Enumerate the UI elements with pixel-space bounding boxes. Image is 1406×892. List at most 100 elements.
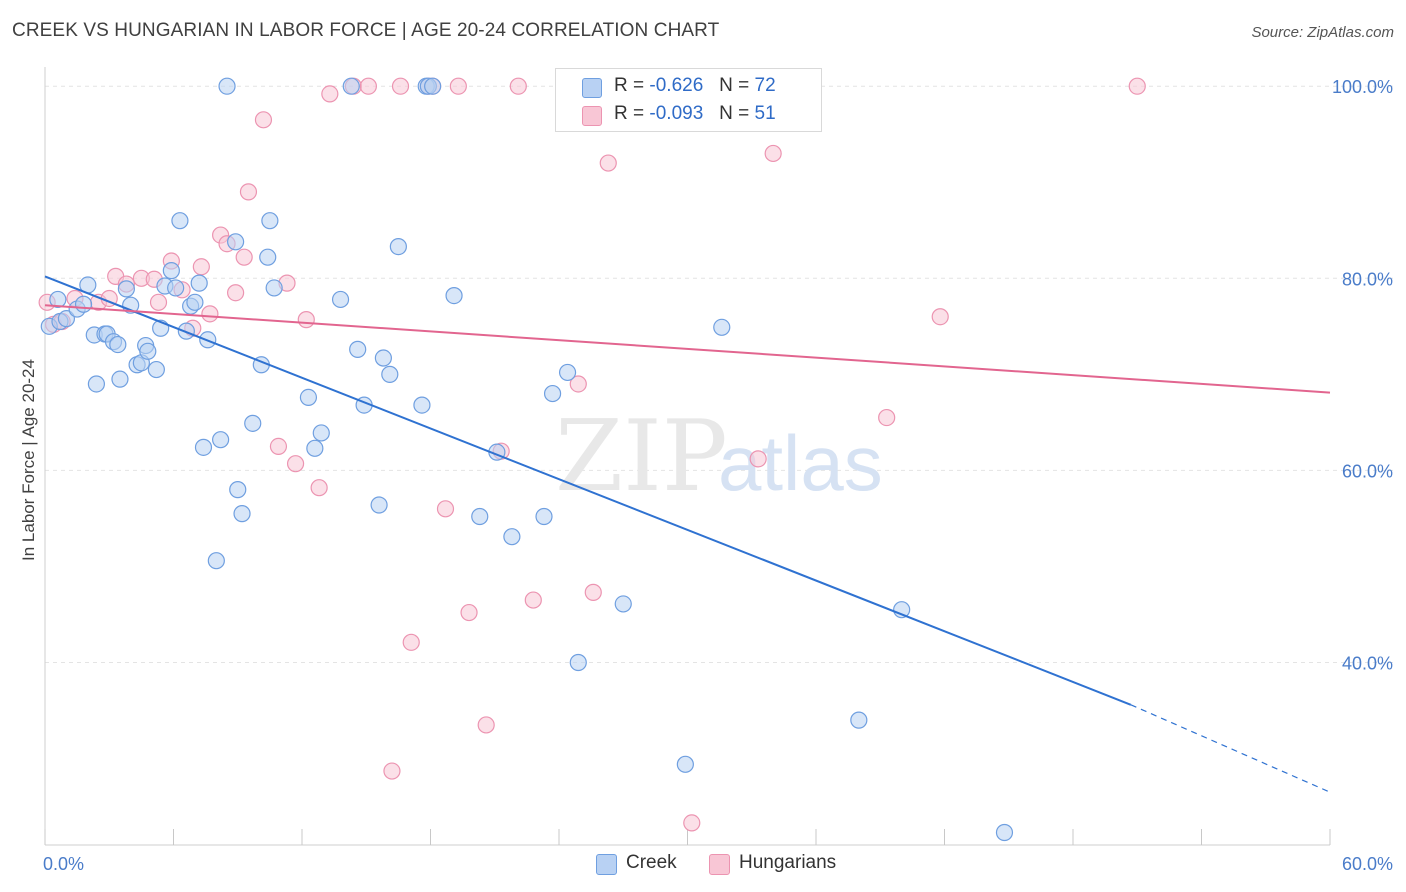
creek-point — [535, 507, 553, 526]
x-tick-label: 0.0% — [43, 854, 84, 874]
legend-r-value-hungarians: -0.093 — [649, 103, 704, 124]
creek-point — [413, 396, 431, 414]
creek-point — [445, 286, 463, 305]
hungarians-point — [509, 77, 527, 95]
creek-point — [558, 363, 577, 382]
creek-point — [49, 290, 67, 309]
creek-point — [229, 481, 247, 499]
creek-point — [381, 365, 399, 383]
hungarians-point — [402, 633, 420, 651]
creek-point — [312, 424, 330, 442]
hungarians-legend-label: Hungarians — [739, 852, 837, 873]
hungarians-point — [383, 762, 401, 780]
hungarians-point — [584, 583, 602, 601]
hungarians-point — [254, 111, 273, 129]
creek-point — [233, 505, 251, 523]
y-tick-label: 40.0% — [1342, 654, 1393, 674]
hungarians-point — [524, 591, 542, 609]
creek-point — [995, 823, 1014, 842]
hungarians-point — [460, 603, 478, 622]
x-tick-label: 60.0% — [1342, 854, 1393, 874]
hungarians-trend-line — [44, 304, 1331, 394]
creek-point — [117, 280, 135, 298]
legend-row-creek: R = -0.626 N = 72 — [556, 73, 821, 101]
creek-point — [74, 295, 93, 313]
legend-n-label: N = — [719, 103, 750, 124]
hungarians-point — [239, 183, 258, 201]
creek-point — [57, 310, 76, 328]
hungarians-swatch — [582, 106, 602, 126]
axes — [44, 67, 1331, 846]
creek-point — [207, 552, 225, 570]
hungarians-point — [227, 284, 245, 302]
creek-point — [389, 238, 407, 256]
creek-point — [244, 414, 262, 432]
creek-point — [543, 384, 562, 403]
creek-point — [87, 375, 106, 393]
creek-point — [147, 360, 165, 379]
hungarians-point — [436, 500, 455, 518]
creek-point — [713, 318, 731, 336]
source-note: Source: ZipAtlas.com — [1251, 24, 1394, 41]
creek-point — [331, 290, 350, 309]
creek-point — [614, 595, 632, 613]
creek-point — [167, 279, 185, 297]
hungarians-point — [359, 77, 377, 95]
hungarians-point — [269, 437, 288, 455]
hungarians-point — [878, 408, 896, 427]
hungarians-point — [569, 375, 587, 393]
chart-title: CREEK VS HUNGARIAN IN LABOR FORCE | AGE … — [12, 20, 720, 41]
watermark: ZIP atlas — [555, 400, 883, 514]
creek-point — [374, 349, 392, 367]
hungarians-legend-swatch — [709, 854, 730, 875]
creek-point — [342, 77, 360, 95]
creek-point — [349, 340, 367, 358]
creek-point — [111, 370, 129, 388]
creek-point — [109, 335, 127, 354]
creek-point — [676, 755, 694, 773]
creek-point — [265, 279, 283, 297]
hungarians-point — [286, 455, 305, 473]
grid-lines — [45, 85, 1395, 664]
hungarians-points — [38, 77, 1146, 832]
hungarians-point — [201, 305, 219, 323]
hungarians-point — [1128, 77, 1146, 95]
hungarians-point — [321, 85, 339, 103]
creek-point — [190, 274, 208, 292]
creek-point — [186, 293, 204, 311]
creek-legend-label: Creek — [626, 852, 677, 873]
creek-point — [227, 233, 245, 251]
legend-n-label: N = — [719, 75, 750, 96]
watermark-zip: ZIP — [555, 400, 728, 514]
creek-point — [471, 507, 489, 526]
creek-point — [162, 262, 180, 280]
creek-trend-extension — [1130, 704, 1331, 793]
hungarians-point — [683, 814, 701, 832]
legend-r-label: R = — [614, 75, 645, 96]
stats-legend: R = -0.626 N = 72 R = -0.093 N = 51 — [555, 68, 822, 132]
legend-n-value-creek: 72 — [754, 75, 776, 96]
creek-point — [261, 212, 279, 230]
hungarians-point — [749, 450, 767, 468]
creek-trend-line — [44, 275, 1132, 706]
creek-swatch — [582, 78, 602, 98]
hungarians-point — [599, 154, 617, 172]
legend-row-hungarians: R = -0.093 N = 51 — [556, 101, 821, 129]
creek-point — [259, 248, 277, 266]
hungarians-point — [192, 258, 210, 276]
creek-point — [503, 528, 521, 546]
creek-point — [194, 438, 213, 456]
y-tick-label: 100.0% — [1332, 77, 1393, 97]
creek-point — [171, 212, 189, 230]
hungarians-point — [149, 293, 168, 311]
hungarians-point — [391, 77, 410, 95]
hungarians-point — [235, 248, 253, 266]
creek-point — [212, 431, 230, 449]
hungarians-point — [449, 77, 467, 95]
watermark-atlas: atlas — [718, 419, 883, 507]
creek-point — [424, 77, 442, 95]
creek-legend-swatch — [596, 854, 617, 875]
creek-point — [299, 388, 318, 407]
creek-point — [139, 342, 157, 360]
creek-point — [306, 439, 324, 457]
